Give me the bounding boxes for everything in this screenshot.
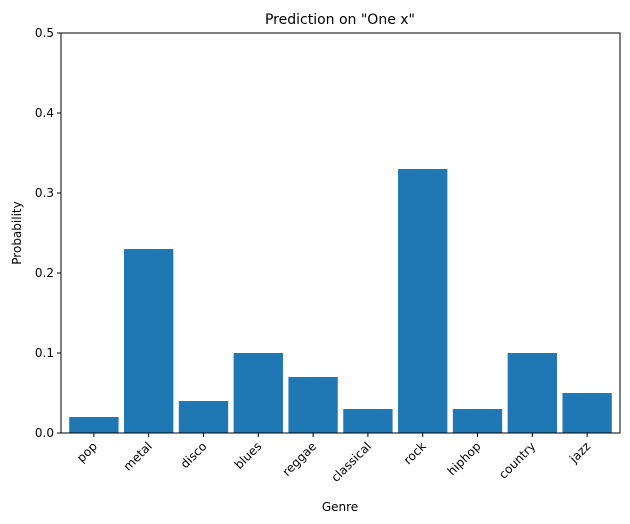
y-tick-label: 0.4 xyxy=(35,106,54,120)
x-tick-label: reggae xyxy=(280,439,320,479)
y-tick-label: 0.1 xyxy=(35,346,54,360)
plot-area: pop metal disco blues reggae classical rock hip… xyxy=(35,26,621,485)
x-tick-label: country xyxy=(496,439,538,481)
bar-reggae xyxy=(288,377,338,433)
bar-hiphop xyxy=(452,409,503,433)
x-axis-label: Genre xyxy=(322,500,358,514)
x-tick-label: rock xyxy=(401,439,429,467)
bar-rock xyxy=(398,169,448,433)
y-axis-label: Probability xyxy=(10,201,24,264)
x-tick-label: metal xyxy=(121,439,155,473)
bar-jazz xyxy=(562,393,612,433)
bar-blues xyxy=(233,353,283,433)
y-tick-label: 0.0 xyxy=(35,426,54,440)
x-tick-label: blues xyxy=(232,439,265,472)
bar-metal xyxy=(124,249,174,433)
x-tick-label: jazz xyxy=(566,439,593,466)
x-tick-label: classical xyxy=(328,439,374,485)
y-tick-label: 0.3 xyxy=(35,186,54,200)
bar-classical xyxy=(343,409,393,433)
chart-title: Prediction on "One x" xyxy=(265,12,415,28)
axes-frame xyxy=(60,32,621,434)
x-tick-label: pop xyxy=(74,439,100,465)
y-tick-label: 0.2 xyxy=(35,266,54,280)
y-tick-label: 0.5 xyxy=(35,26,54,40)
bar-country xyxy=(507,353,557,433)
x-tick-label: hiphop xyxy=(445,439,484,478)
x-tick-label: disco xyxy=(178,439,210,471)
bar-pop xyxy=(69,417,119,433)
bar-disco xyxy=(178,401,229,433)
